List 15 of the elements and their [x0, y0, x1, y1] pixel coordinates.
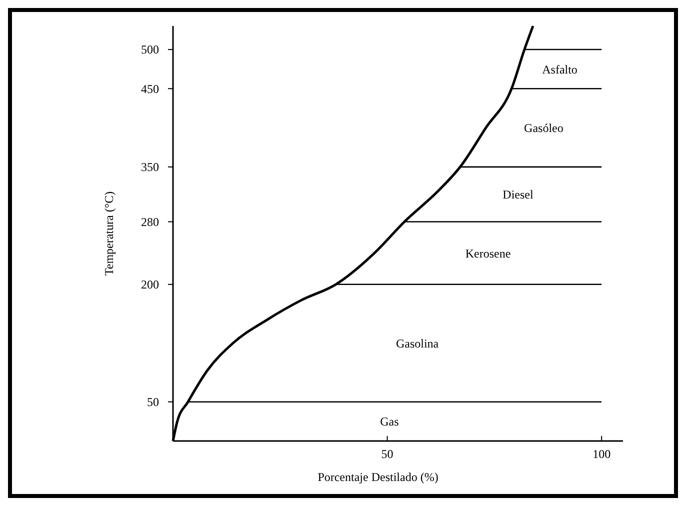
x-tick-label: 100	[592, 447, 611, 461]
annotation: Asfalto	[542, 62, 578, 76]
annotation: Gas	[380, 414, 400, 429]
y-tick-label: 280	[141, 214, 159, 229]
annotation: Gasóleo	[524, 120, 564, 135]
annotation: Diesel	[502, 188, 534, 202]
y-tick-label: 350	[141, 160, 159, 174]
y-tick-label: 50	[147, 395, 159, 410]
y-tick-label: 450	[141, 82, 159, 96]
y-tick-label: 500	[141, 42, 159, 57]
annotation: Gasolina	[396, 336, 440, 350]
x-axis-title: Porcentaje Destilado (%)	[318, 470, 438, 484]
y-tick-label: 200	[141, 278, 159, 292]
y-axis-title: Temperatura (°C)	[102, 191, 116, 276]
annotation: Kerosene	[465, 246, 511, 260]
